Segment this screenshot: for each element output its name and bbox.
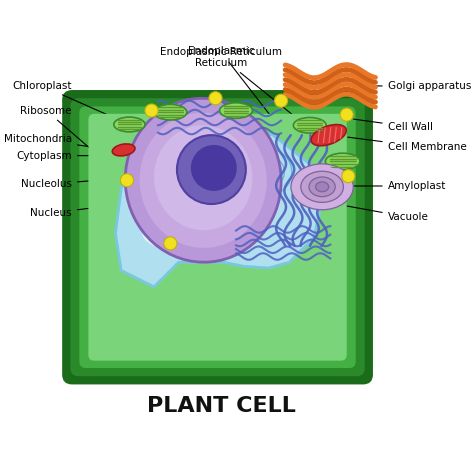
- Ellipse shape: [301, 171, 344, 202]
- Circle shape: [209, 92, 222, 105]
- Polygon shape: [116, 119, 322, 287]
- Text: Cell Membrane: Cell Membrane: [348, 137, 466, 153]
- Ellipse shape: [125, 98, 281, 262]
- Text: Endoplasmic
Reticulum: Endoplasmic Reticulum: [188, 46, 295, 117]
- Ellipse shape: [293, 117, 326, 133]
- Ellipse shape: [140, 112, 267, 248]
- Circle shape: [191, 145, 237, 191]
- Ellipse shape: [309, 177, 335, 197]
- Circle shape: [164, 237, 177, 250]
- Ellipse shape: [311, 125, 346, 146]
- Text: Nucleus: Nucleus: [30, 201, 147, 218]
- Ellipse shape: [154, 126, 253, 230]
- Text: Cell Wall: Cell Wall: [354, 119, 433, 132]
- Text: Cytoplasm: Cytoplasm: [17, 151, 143, 161]
- Ellipse shape: [154, 104, 187, 120]
- Text: Chloroplast: Chloroplast: [12, 81, 127, 123]
- Text: Golgi apparatus: Golgi apparatus: [349, 81, 471, 91]
- Text: Nucleolus: Nucleolus: [21, 172, 196, 189]
- Circle shape: [342, 170, 355, 183]
- Ellipse shape: [112, 144, 135, 156]
- Ellipse shape: [291, 164, 353, 210]
- Text: Ribosome: Ribosome: [20, 106, 125, 179]
- Text: PLANT CELL: PLANT CELL: [147, 396, 296, 416]
- Circle shape: [145, 104, 158, 117]
- Text: Endoplasmic Reticulum: Endoplasmic Reticulum: [160, 47, 282, 117]
- Circle shape: [120, 174, 134, 187]
- FancyBboxPatch shape: [88, 114, 346, 360]
- Circle shape: [177, 135, 246, 204]
- Circle shape: [340, 108, 353, 121]
- FancyBboxPatch shape: [70, 98, 365, 376]
- Text: Mitochondria: Mitochondria: [4, 134, 121, 151]
- FancyBboxPatch shape: [79, 107, 356, 368]
- FancyBboxPatch shape: [62, 90, 373, 384]
- Ellipse shape: [316, 182, 328, 192]
- Ellipse shape: [219, 103, 252, 118]
- Text: Amyloplast: Amyloplast: [346, 181, 446, 191]
- Ellipse shape: [142, 228, 174, 248]
- Text: Vacuole: Vacuole: [321, 201, 428, 222]
- Ellipse shape: [114, 117, 145, 132]
- Circle shape: [274, 94, 288, 107]
- Ellipse shape: [325, 153, 360, 170]
